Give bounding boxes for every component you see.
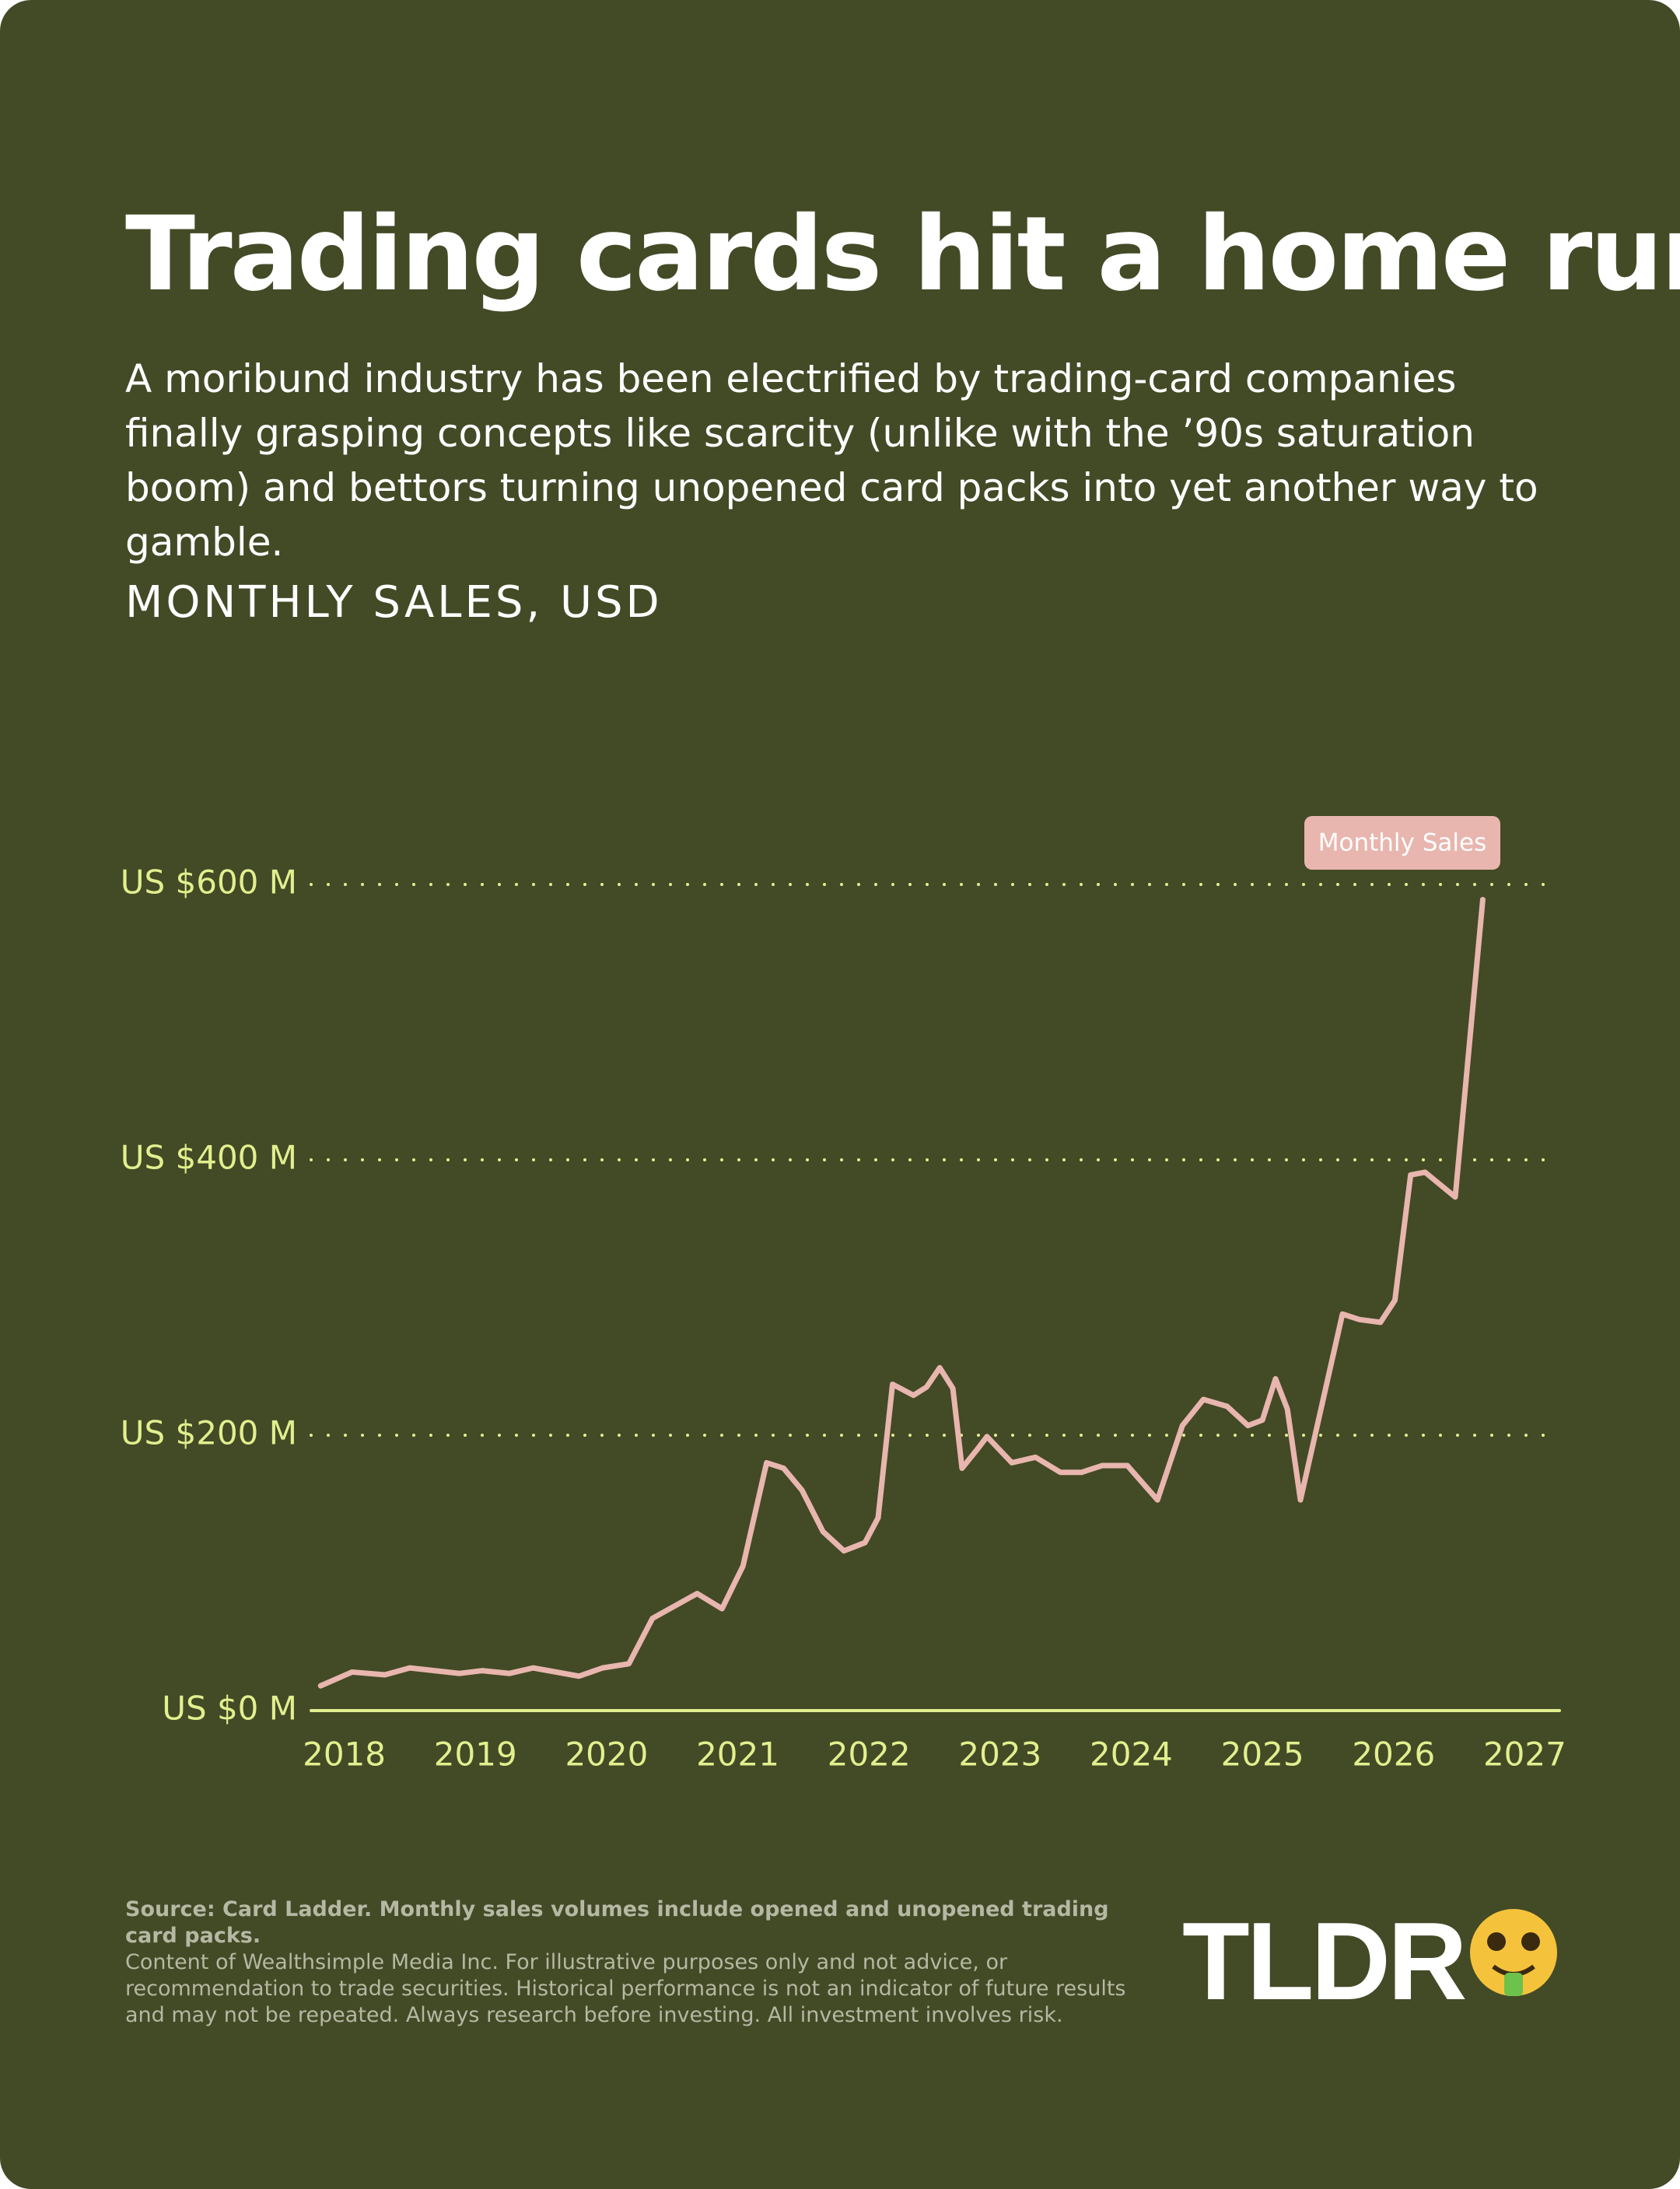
disclaimer: Content of Wealthsimple Media Inc. For i… <box>125 1950 1126 2027</box>
legend-box <box>1304 816 1500 870</box>
x-tick-label: 2025 <box>1221 1735 1304 1774</box>
footnote: Source: Card Ladder. Monthly sales volum… <box>125 1897 1152 2029</box>
chart-title: Trading cards hit a home run <box>125 194 1680 314</box>
axis-label: MONTHLY SALES, USD <box>125 577 663 628</box>
logo: TLDR <box>1182 1900 1468 2023</box>
x-tick-label: 2020 <box>565 1735 648 1774</box>
x-tick-label: 2019 <box>434 1735 517 1774</box>
x-tick-label: 2027 <box>1483 1735 1566 1774</box>
source: Source: Card Ladder. Monthly sales volum… <box>125 1897 1109 1948</box>
x-tick-label: 2018 <box>303 1735 386 1774</box>
y-tick-label: US $600 M <box>121 863 297 902</box>
x-tick-label: 2022 <box>828 1735 911 1774</box>
line <box>317 896 1486 1689</box>
chart-subtitle: A moribund industry has been electrified… <box>125 356 1538 565</box>
y-tick-label: US $0 M <box>162 1690 297 1728</box>
x-tick-label: 2023 <box>958 1735 1041 1774</box>
legend-label: Monthly Sales <box>1318 829 1487 857</box>
x-tick-label: 2026 <box>1352 1735 1435 1774</box>
y-tick-label: US $400 M <box>121 1139 297 1177</box>
x-tick-label: 2021 <box>696 1735 779 1774</box>
x-tick-label: 2024 <box>1090 1735 1173 1774</box>
y-tick-label: US $200 M <box>121 1414 297 1452</box>
